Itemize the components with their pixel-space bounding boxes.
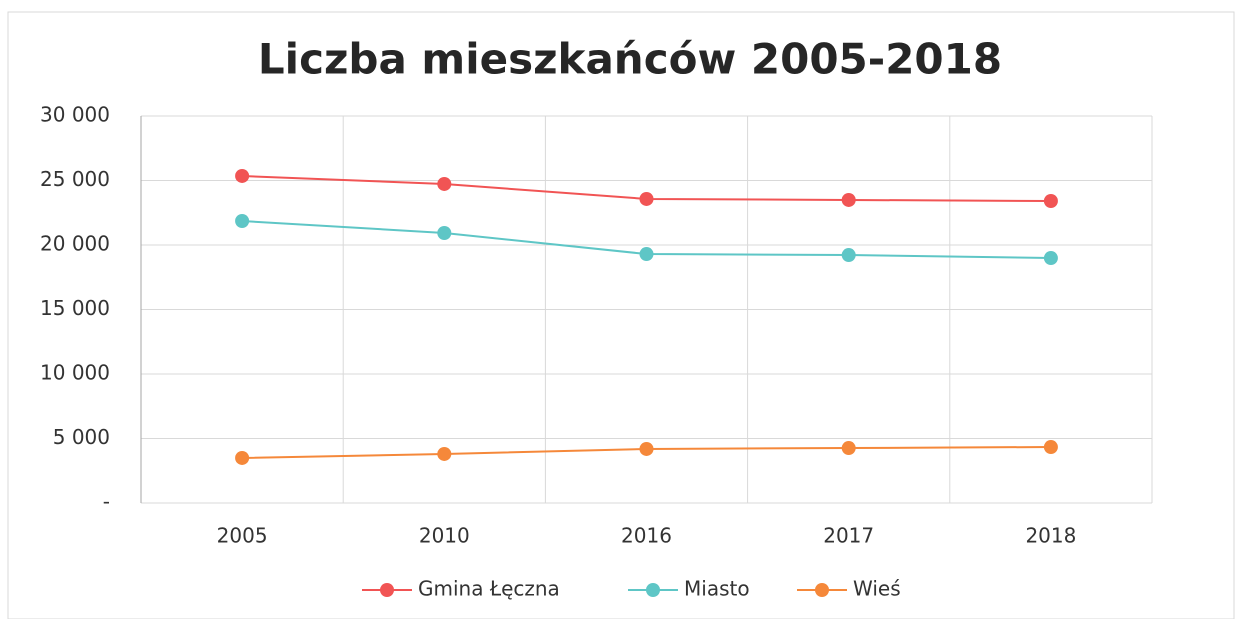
legend-marker [646,583,660,597]
data-point [437,176,452,191]
data-point [841,441,856,456]
data-point [437,226,452,241]
x-tick-label: 2017 [823,524,874,548]
data-point [1043,194,1058,209]
y-tick-label: - [103,490,110,514]
x-tick-label: 2010 [419,524,470,548]
y-tick-label: 25 000 [40,167,110,191]
y-tick-label: 15 000 [40,296,110,320]
chart-title: Liczba mieszkańców 2005-2018 [258,35,1002,84]
y-tick-label: 30 000 [40,103,110,127]
legend-marker [815,583,829,597]
data-point [437,446,452,461]
data-point [639,247,654,262]
data-point [841,248,856,263]
data-point [639,191,654,206]
data-point [1043,440,1058,455]
y-tick-label: 20 000 [40,232,110,256]
x-tick-label: 2016 [621,524,672,548]
y-tick-label: 5 000 [53,425,110,449]
data-point [235,214,250,229]
y-tick-label: 10 000 [40,361,110,385]
data-point [235,168,250,183]
data-point [841,192,856,207]
data-point [1043,251,1058,266]
x-tick-label: 2005 [217,524,268,548]
chart-border [7,11,1235,619]
legend-label: Wieś [853,577,901,601]
data-point [235,450,250,465]
legend-marker [380,583,394,597]
legend-label: Gmina Łęczna [418,577,560,601]
legend-label: Miasto [684,577,750,601]
x-tick-label: 2018 [1025,524,1076,548]
data-point [639,441,654,456]
